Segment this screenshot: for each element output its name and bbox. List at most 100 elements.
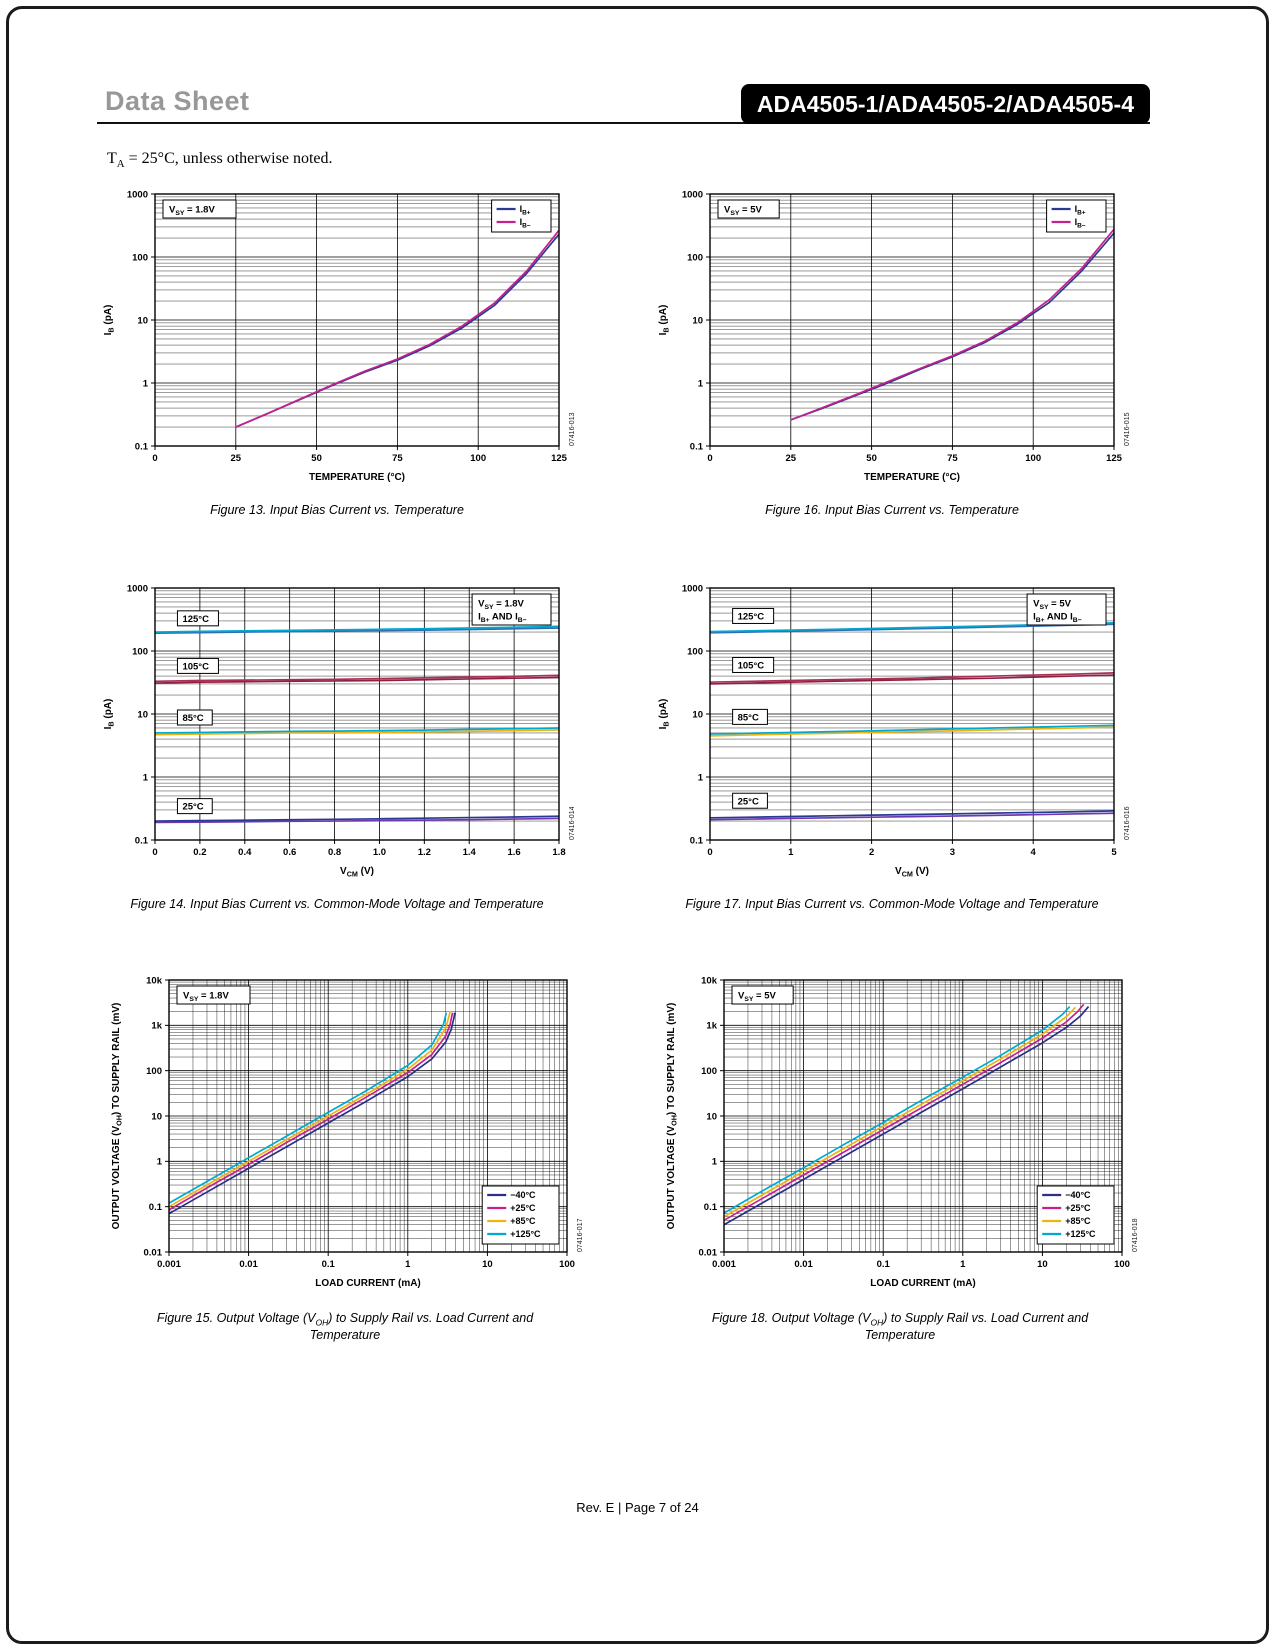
y-axis-label: IB (pA) [658, 699, 670, 730]
svg-text:VSY = 1.8V: VSY = 1.8V [169, 205, 215, 217]
y-axis-label: OUTPUT VOLTAGE (VOH) TO SUPPLY RAIL (mV) [111, 1003, 123, 1230]
x-tick-label: 0.4 [238, 847, 252, 858]
series-+125°C [724, 1005, 1071, 1214]
series-−40°C [169, 1012, 456, 1215]
x-tick-label: 0.1 [322, 1259, 336, 1270]
y-tick-label: 100 [687, 252, 703, 263]
series-85°C-IB− [155, 727, 559, 734]
x-tick-label: 0.2 [193, 847, 206, 858]
x-tick-label: 0 [152, 847, 157, 858]
series-105°C-IB− [710, 672, 1114, 684]
svg-text:25°C: 25°C [182, 802, 203, 813]
svg-text:85°C: 85°C [182, 713, 203, 724]
series-+25°C [724, 1003, 1085, 1222]
curve-label: 125°C [176, 610, 219, 627]
series-105°C-IB− [155, 674, 559, 683]
figure-id-watermark: 07416-018 [1132, 1218, 1139, 1252]
x-tick-label: 25 [786, 453, 797, 464]
page-header: Data Sheet ADA4505-1/ADA4505-2/ADA4505-4 [97, 80, 1150, 124]
series-125°C-IB+ [710, 623, 1114, 634]
figure-18: 0.001 0.01 0.1 1 10 100 0.01 0.1 1 10 100 1k 10k LOAD… [660, 968, 1140, 1341]
annotation-box: VSY = 1.8V [176, 985, 251, 1005]
x-tick-label: 0 [707, 847, 712, 858]
y-axis-label: IB (pA) [103, 305, 115, 336]
svg-text:VSY = 5V: VSY = 5V [738, 991, 777, 1003]
x-tick-label: 0.6 [283, 847, 296, 858]
y-tick-label: 0.1 [135, 441, 149, 452]
y-tick-label: 1 [698, 772, 704, 783]
grid [710, 587, 1114, 841]
series-group [235, 229, 559, 428]
y-axis-label: IB (pA) [103, 699, 115, 730]
svg-text:IB+ AND IB−: IB+ AND IB− [1033, 612, 1082, 624]
x-tick-label: 75 [392, 453, 403, 464]
figure-id-watermark: 07416-017 [577, 1218, 584, 1252]
conditions-note: TA = 25°C, unless otherwise noted. [107, 150, 333, 171]
legend: −40°C +25°C +85°C +125°C [1036, 1185, 1115, 1245]
x-axis-label: LOAD CURRENT (mA) [870, 1278, 976, 1289]
y-tick-label: 100 [132, 252, 148, 263]
series-+85°C [724, 1006, 1077, 1218]
svg-text:125°C: 125°C [182, 614, 209, 625]
svg-text:85°C: 85°C [738, 712, 759, 723]
x-axis-label: VCM (V) [340, 866, 374, 878]
x-tick-label: 1.6 [508, 847, 521, 858]
x-tick-label: 25 [231, 453, 242, 464]
y-tick-label: 100 [146, 1066, 162, 1077]
x-tick-label: 1.8 [552, 847, 565, 858]
x-tick-label: 1.4 [463, 847, 477, 858]
x-tick-label: 100 [470, 453, 486, 464]
x-tick-label: 50 [866, 453, 877, 464]
y-tick-label: 10k [146, 975, 163, 986]
series-125°C-IB+ [155, 627, 559, 634]
chart-svg: 0.001 0.01 0.1 1 10 1000.010.11101001k10kLOAD… [111, 975, 584, 1289]
svg-text:VSY = 1.8V: VSY = 1.8V [478, 599, 524, 611]
y-axis-label: IB (pA) [658, 305, 670, 336]
series-IB− [235, 229, 559, 428]
y-tick-label: 1 [143, 772, 149, 783]
grid [155, 193, 559, 447]
legend-label: +85°C [1065, 1216, 1091, 1226]
part-number-banner: ADA4505-1/ADA4505-2/ADA4505-4 [740, 84, 1150, 124]
series-125°C-IB− [155, 625, 559, 633]
y-tick-label: 1000 [127, 583, 148, 594]
y-tick-label: 0.01 [144, 1247, 163, 1258]
legend-label: IB− [520, 217, 531, 229]
y-tick-label: 10 [137, 709, 148, 720]
svg-text:VSY = 5V: VSY = 5V [1033, 599, 1072, 611]
y-tick-label: 0.01 [699, 1247, 718, 1258]
figure-15-caption: Figure 15. Output Voltage (VOH) to Suppl… [156, 1311, 534, 1342]
series-group [724, 1003, 1090, 1226]
curve-label: 85°C [732, 708, 768, 725]
x-tick-label: 10 [1037, 1259, 1048, 1270]
x-tick-label: 0.01 [239, 1259, 258, 1270]
series-105°C-IB+ [155, 676, 559, 684]
annotation-box: VSY = 5V [717, 199, 780, 219]
figure-17-plot: 0 1 2 3 4 5 0.1 1 10 100 1000 VCM (V) IB (pA) VSY = 5… [652, 578, 1132, 895]
legend-label: +125°C [510, 1229, 541, 1239]
svg-text:105°C: 105°C [738, 661, 765, 672]
legend-label: +125°C [1065, 1229, 1096, 1239]
x-tick-label: 100 [1025, 453, 1041, 464]
series-85°C-IB+ [155, 729, 559, 736]
y-tick-label: 1000 [127, 189, 148, 200]
series-group [169, 1011, 456, 1215]
x-tick-label: 100 [559, 1259, 575, 1270]
x-axis-label: VCM (V) [895, 866, 929, 878]
series-85°C-IB+ [710, 726, 1114, 737]
legend-label: +25°C [1065, 1203, 1091, 1213]
y-axis-label: OUTPUT VOLTAGE (VOH) TO SUPPLY RAIL (mV) [666, 1003, 678, 1230]
svg-text:125°C: 125°C [738, 612, 765, 623]
x-tick-label: 1.2 [418, 847, 431, 858]
figure-id-watermark: 07416-014 [569, 806, 576, 840]
y-tick-label: 1000 [682, 583, 703, 594]
figure-13: 0 25 50 75 100 125 0.1 1 10 100 1000 TEMPERATURE (°… [97, 184, 577, 517]
figure-16-plot: 0 25 50 75 100 125 0.1 1 10 100 1000 TEMPERATURE (°… [652, 184, 1132, 501]
curve-label: 25°C [176, 798, 213, 815]
x-tick-label: 1 [405, 1259, 411, 1270]
legend-label: IB+ [1075, 204, 1086, 216]
part-number-text: ADA4505-1/ADA4505-2/ADA4505-4 [756, 90, 1134, 117]
x-tick-label: 3 [950, 847, 955, 858]
